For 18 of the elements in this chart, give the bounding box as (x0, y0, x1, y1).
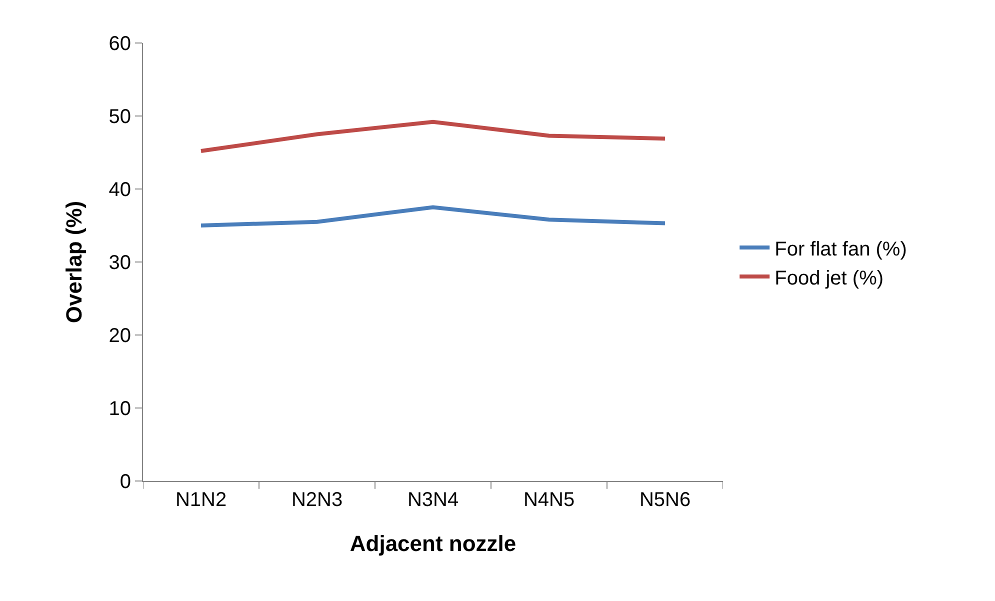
y-tick-label: 10 (108, 398, 131, 420)
legend-label: For flat fan (%) (774, 238, 907, 260)
x-tick-label: N1N2 (175, 489, 227, 511)
y-tick-label: 60 (108, 33, 131, 55)
y-tick-label: 40 (108, 179, 131, 201)
y-tick-label: 20 (108, 325, 131, 347)
x-tick-label: N3N4 (407, 489, 459, 511)
line-series (199, 205, 667, 228)
x-tick-label: N2N3 (291, 489, 343, 511)
y-tick-label: 30 (108, 252, 131, 274)
x-axis-title: Adjacent nozzle (350, 530, 516, 556)
y-tick-label: 0 (120, 471, 131, 493)
y-tick-label: 50 (108, 106, 131, 128)
x-tick-label: N5N6 (639, 489, 691, 511)
legend-label: Food jet (%) (774, 267, 884, 290)
line-series (199, 120, 667, 154)
x-tick-label: N4N5 (523, 489, 575, 511)
y-axis-title: Overlap (%) (62, 200, 87, 324)
